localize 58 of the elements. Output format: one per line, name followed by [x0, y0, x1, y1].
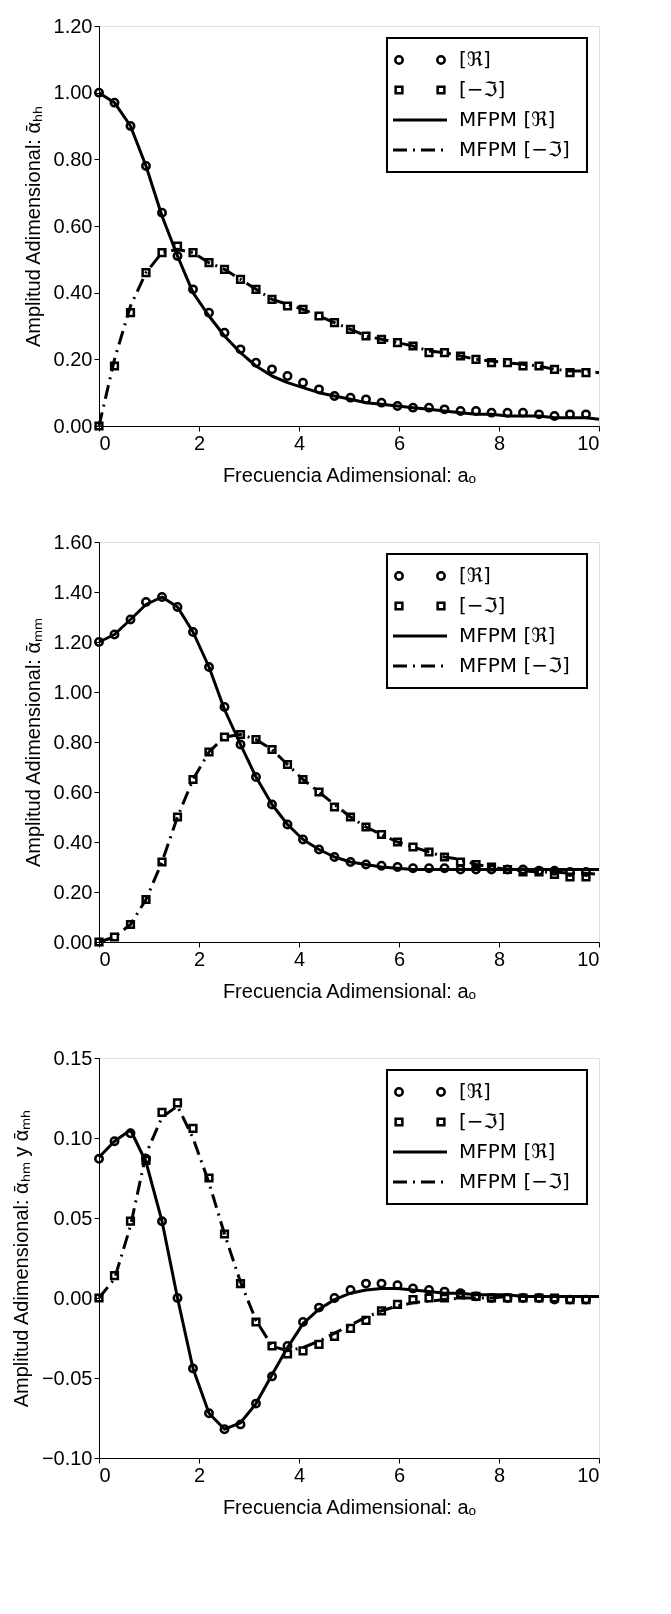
y-axis-title: Amplitud Adimensional: ᾱₕₘ y ᾱₘₕ	[9, 1109, 32, 1408]
y-tick-label: 0.20	[53, 347, 93, 370]
x-tick-label: 2	[193, 1463, 206, 1486]
y-axis-title: Amplitud Adimensional: ᾱₕₕ	[21, 105, 44, 348]
x-tick-label: 6	[393, 947, 406, 970]
x-tick-label: 4	[293, 947, 306, 970]
x-tick-label: 10	[577, 431, 600, 454]
y-tick-label: 1.20	[53, 630, 93, 653]
x-tick-label: 10	[577, 1463, 600, 1486]
x-tick-label: 4	[293, 431, 306, 454]
y-tick-label: 0.05	[53, 1206, 93, 1229]
legend-label: [ℜ]	[459, 1079, 491, 1103]
x-tick-label: 8	[493, 1463, 506, 1486]
y-axis-title: Amplitud Adimensional: ᾱₘₘ	[21, 617, 44, 868]
x-tick-label: 2	[193, 947, 206, 970]
y-tick-label: 0.40	[53, 281, 93, 304]
y-tick-label: 0.10	[53, 1126, 93, 1149]
y-tick-label: 0.60	[53, 780, 93, 803]
x-axis-title: Frecuencia Adimensional: aₒ	[222, 1495, 477, 1518]
legend-label: MFPM [−ℑ]	[459, 137, 570, 161]
y-tick-label: 0.00	[53, 1286, 93, 1309]
x-tick-label: 6	[393, 1463, 406, 1486]
legend-label: [ℜ]	[459, 47, 491, 71]
y-tick-label: 0.40	[53, 830, 93, 853]
x-tick-label: 0	[99, 947, 111, 970]
x-tick-label: 8	[493, 947, 506, 970]
y-tick-label: 0.60	[53, 214, 93, 237]
y-tick-label: 1.40	[53, 580, 93, 603]
legend-label: [−ℑ]	[459, 1109, 506, 1133]
legend-label: MFPM [ℜ]	[459, 623, 556, 647]
y-tick-label: 1.00	[53, 680, 93, 703]
x-tick-label: 6	[393, 431, 406, 454]
y-tick-label: 0.80	[53, 147, 93, 170]
x-axis-title: Frecuencia Adimensional: aₒ	[222, 979, 477, 1002]
y-tick-label: −0.05	[41, 1366, 93, 1389]
legend-label: MFPM [−ℑ]	[459, 1169, 570, 1193]
y-tick-label: −0.10	[41, 1446, 93, 1469]
y-tick-label: 1.00	[53, 81, 93, 104]
x-tick-label: 4	[293, 1463, 306, 1486]
x-axis-title: Frecuencia Adimensional: aₒ	[222, 463, 477, 486]
legend-label: [ℜ]	[459, 563, 491, 587]
x-tick-label: 0	[99, 1463, 111, 1486]
legend-label: MFPM [−ℑ]	[459, 653, 570, 677]
legend-label: MFPM [ℜ]	[459, 107, 556, 131]
y-tick-label: 0.80	[53, 730, 93, 753]
y-tick-label: 0.00	[53, 930, 93, 953]
x-tick-label: 0	[99, 431, 111, 454]
y-tick-label: 0.00	[53, 414, 93, 437]
legend-label: [−ℑ]	[459, 593, 506, 617]
y-tick-label: 0.20	[53, 880, 93, 903]
legend-label: [−ℑ]	[459, 77, 506, 101]
y-tick-label: 0.15	[53, 1046, 93, 1069]
x-tick-label: 10	[577, 947, 600, 970]
x-tick-label: 8	[493, 431, 506, 454]
y-tick-label: 1.60	[53, 530, 93, 553]
y-tick-label: 1.20	[53, 14, 93, 37]
x-tick-label: 2	[193, 431, 206, 454]
legend-label: MFPM [ℜ]	[459, 1139, 556, 1163]
